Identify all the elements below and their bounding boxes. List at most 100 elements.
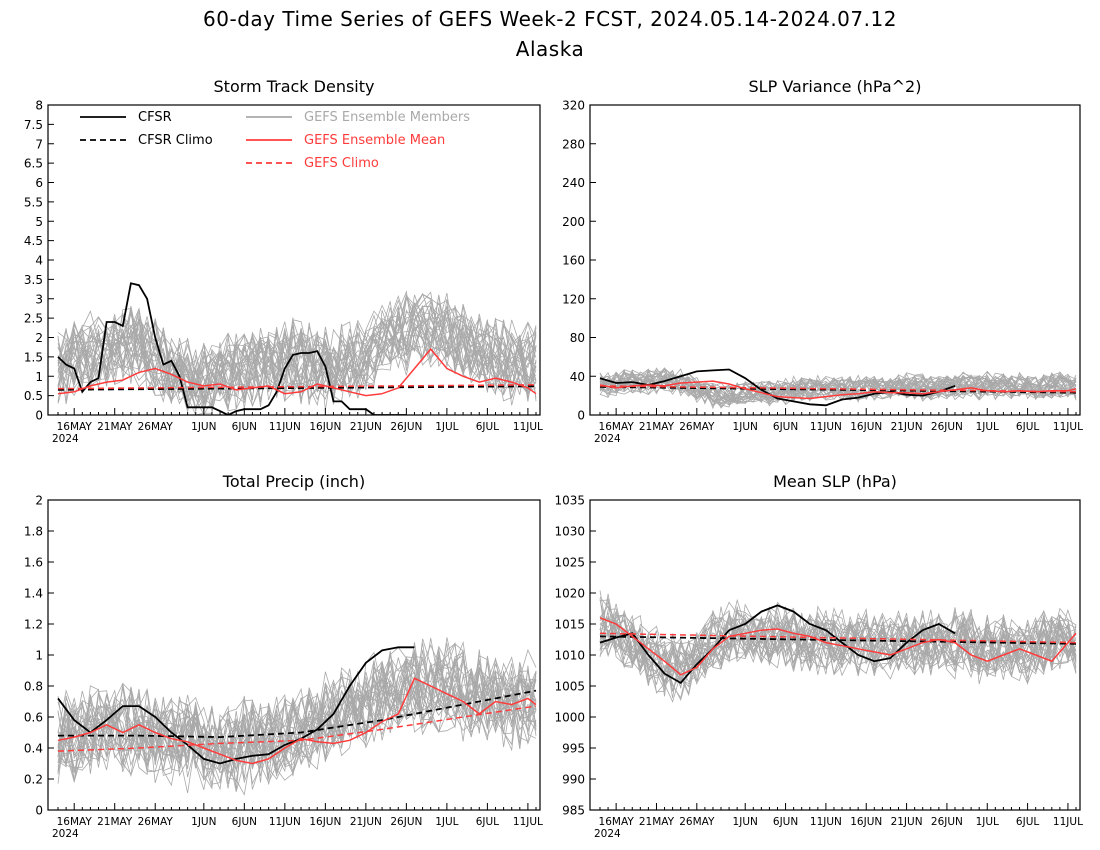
legend-cfsr-label: CFSR bbox=[138, 110, 172, 125]
x-tick-label: 21MAY bbox=[639, 816, 675, 828]
y-tick-label: 2.5 bbox=[24, 312, 43, 326]
gefs-climo-line bbox=[57, 705, 537, 752]
y-tick-label: 8 bbox=[35, 99, 43, 113]
x-tick-label: 1JUN bbox=[733, 816, 758, 828]
ensemble-member-line bbox=[57, 660, 537, 770]
x-tick-label: 1JUN bbox=[191, 816, 216, 828]
x-tick-label: 21MAY bbox=[97, 816, 133, 828]
y-tick-label: 1.2 bbox=[24, 618, 43, 632]
ensemble-mean-line bbox=[599, 380, 1077, 400]
y-tick-label: 5 bbox=[35, 215, 43, 229]
ensemble-member-line bbox=[599, 607, 1077, 697]
ensemble-member-line bbox=[57, 657, 537, 772]
y-tick-label: 6 bbox=[35, 176, 43, 190]
x-tick-label: 11JUL bbox=[1053, 421, 1083, 433]
y-tick-label: 0.2 bbox=[24, 773, 43, 787]
plot-area bbox=[599, 590, 1077, 703]
ensemble-member-line bbox=[57, 291, 537, 412]
ensemble-member-line bbox=[599, 367, 1077, 407]
y-tick-label: 2 bbox=[35, 331, 43, 345]
ensemble-member-line bbox=[57, 677, 537, 784]
y-tick-label: 3.5 bbox=[24, 273, 43, 287]
x-tick-label: 11JUN bbox=[269, 816, 301, 828]
y-tick-label: 0 bbox=[35, 409, 43, 423]
y-tick-label: 990 bbox=[562, 773, 585, 787]
y-tick-label: 2 bbox=[35, 494, 43, 508]
ensemble-member-line bbox=[599, 369, 1077, 403]
y-tick-label: 4.5 bbox=[24, 234, 43, 248]
x-tick-label: 11JUN bbox=[269, 421, 301, 433]
ensemble-member-line bbox=[599, 372, 1077, 408]
chart-panel-3: Total Precip (inch) 0 0.2 0.4 0.6 0.8 1 1.2 1.4 1… bbox=[24, 472, 543, 840]
y-tick-label: 1030 bbox=[554, 525, 585, 539]
legend-gefs-climo-label: GEFS Climo bbox=[304, 156, 379, 171]
y-tick-label: 6.5 bbox=[24, 157, 43, 171]
x-tick-label: 26JUN bbox=[390, 816, 422, 828]
legend: CFSR CFSR Climo GEFS Ensemble Members GEFS … bbox=[80, 110, 470, 171]
y-tick-label: 1 bbox=[35, 649, 43, 663]
y-tick-label: 1.8 bbox=[24, 525, 43, 539]
x-tick-label: 26JUN bbox=[390, 421, 422, 433]
x-tick-label: 26JUN bbox=[931, 421, 963, 433]
plot-area bbox=[599, 367, 1077, 410]
x-tick-label: 21JUN bbox=[891, 421, 923, 433]
y-tick-label: 1.6 bbox=[24, 556, 43, 570]
ensemble-member-line bbox=[599, 606, 1077, 685]
y-tick-label: 985 bbox=[562, 804, 585, 818]
y-tick-label: 7 bbox=[35, 137, 43, 151]
ensemble-member-line bbox=[57, 306, 537, 409]
cfsr-line bbox=[57, 282, 407, 415]
ensemble-member-line bbox=[57, 293, 537, 398]
chart-panel-4: Mean SLP (hPa) 985 990 995 1000 1005 1010 1015 1… bbox=[554, 472, 1083, 840]
x-year-label: 2024 bbox=[52, 828, 79, 840]
y-tick-label: 1025 bbox=[554, 556, 585, 570]
y-tick-label: 3 bbox=[35, 292, 43, 306]
x-tick-label: 26MAY bbox=[138, 816, 174, 828]
ensemble-mean-line bbox=[57, 347, 537, 397]
x-tick-label: 11JUL bbox=[513, 816, 543, 828]
y-tick-label: 5.5 bbox=[24, 195, 43, 209]
ensemble-member-line bbox=[57, 292, 537, 410]
legend-cfsr-climo-label: CFSR Climo bbox=[138, 133, 213, 148]
x-tick-label: 6JUN bbox=[773, 816, 798, 828]
panel-title: Total Precip (inch) bbox=[222, 472, 365, 491]
ensemble-member-line bbox=[599, 610, 1077, 677]
x-tick-label: 21JUN bbox=[350, 421, 382, 433]
figure-subtitle: Alaska bbox=[516, 37, 584, 61]
x-tick-label: 6JUN bbox=[232, 421, 257, 433]
x-tick-label: 6JUN bbox=[773, 421, 798, 433]
legend-members-label: GEFS Ensemble Members bbox=[304, 110, 470, 125]
y-tick-label: 1005 bbox=[554, 680, 585, 694]
ensemble-mean-line bbox=[599, 617, 1077, 676]
x-tick-label: 6JUN bbox=[232, 816, 257, 828]
x-tick-label: 6JUL bbox=[476, 421, 499, 433]
x-tick-label: 16JUN bbox=[309, 816, 341, 828]
legend-ensemble-mean-label: GEFS Ensemble Mean bbox=[304, 133, 445, 148]
panel-title: Mean SLP (hPa) bbox=[773, 472, 897, 491]
y-tick-label: 160 bbox=[562, 254, 585, 268]
x-tick-label: 1JUL bbox=[435, 816, 458, 828]
cfsr-climo-line bbox=[58, 689, 537, 739]
y-tick-label: 40 bbox=[570, 370, 585, 384]
x-tick-label: 11JUL bbox=[513, 421, 543, 433]
y-tick-label: 120 bbox=[562, 292, 585, 306]
ensemble-member-line bbox=[599, 599, 1077, 689]
panel-title: SLP Variance (hPa^2) bbox=[749, 77, 922, 96]
chart-panel-2: SLP Variance (hPa^2) 0 40 80 120 160 200 240 280… bbox=[562, 77, 1083, 445]
x-tick-label: 26JUN bbox=[931, 816, 963, 828]
y-tick-label: 200 bbox=[562, 215, 585, 229]
ensemble-member-line bbox=[599, 612, 1077, 687]
y-tick-label: 0 bbox=[35, 804, 43, 818]
x-tick-label: 26MAY bbox=[138, 421, 174, 433]
x-tick-label: 1JUN bbox=[191, 421, 216, 433]
y-tick-label: 280 bbox=[562, 137, 585, 151]
x-tick-label: 16JUN bbox=[850, 421, 882, 433]
x-tick-label: 21JUN bbox=[350, 816, 382, 828]
y-tick-label: 1 bbox=[35, 370, 43, 384]
x-tick-label: 16MAY bbox=[57, 421, 93, 433]
ensemble-member-line bbox=[57, 637, 537, 784]
x-tick-label: 16JUN bbox=[850, 816, 882, 828]
y-tick-label: 1015 bbox=[554, 618, 585, 632]
plot-area bbox=[57, 282, 537, 415]
y-tick-label: 0 bbox=[577, 409, 585, 423]
